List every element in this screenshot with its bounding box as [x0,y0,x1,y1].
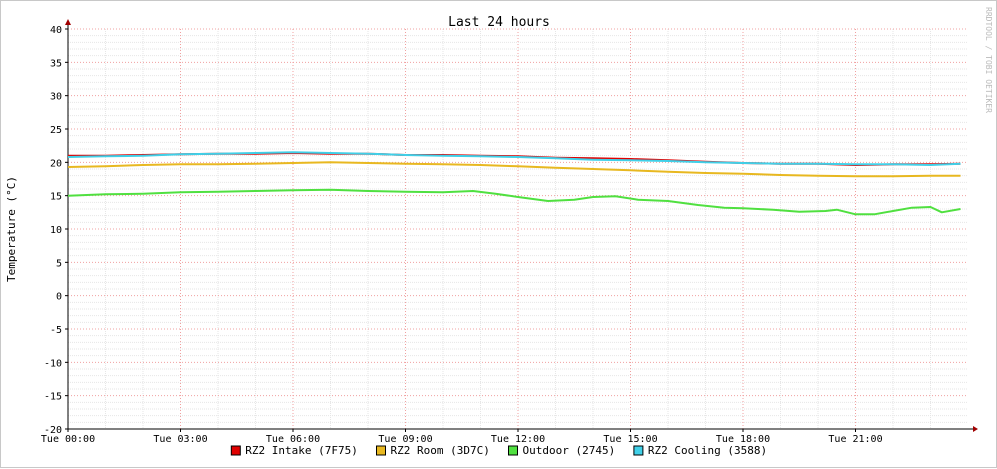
x-axis-arrow [973,426,978,432]
x-tick-label: Tue 03:00 [153,434,207,445]
legend-swatch [633,445,644,456]
legend-swatch [376,445,386,456]
y-tick-label: 30 [50,92,62,103]
y-tick-label: -5 [50,325,62,336]
y-tick-label: -20 [44,425,62,436]
y-tick-label: 35 [50,58,62,69]
series-line-2 [67,161,961,178]
legend-label: RZ2 Intake (7F75) [245,444,358,457]
y-tick-label: 40 [50,25,62,36]
legend-swatch [508,445,518,456]
watermark: RRDTOOL / TOBI OETIKER [984,7,993,113]
legend-swatch [230,445,241,456]
x-tick-label: Tue 15:00 [603,434,657,445]
x-tick-label: Tue 00:00 [41,434,95,445]
y-tick-label: 25 [50,125,62,136]
grid-layer [67,28,968,430]
y-tick-label: 5 [56,258,62,269]
legend-label: RZ2 Room (3D7C) [391,444,490,457]
y-tick-label: 20 [50,158,62,169]
x-tick-label: Tue 21:00 [828,434,882,445]
series-layer [67,151,961,216]
x-tick-label: Tue 18:00 [716,434,770,445]
legend: RZ2 Intake (7F75) RZ2 Room (3D7C) Outdoor … [230,444,767,457]
legend-label: RZ2 Cooling (3588) [648,444,767,457]
x-tick-label: Tue 12:00 [491,434,545,445]
axes-layer: -20 -15 -10 -5 0 5 10 15 20 25 30 35 40 Tue 00:00 Tue … [41,19,978,445]
y-axis-label: Temperature (°C) [5,176,18,282]
y-tick-label: 15 [50,192,62,203]
x-tick-label: Tue 09:00 [378,434,432,445]
y-tick-label: 10 [50,225,62,236]
y-tick-label: -15 [44,392,62,403]
series-line-3 [67,188,961,216]
x-tick-label: Tue 06:00 [266,434,320,445]
legend-label: Outdoor (2745) [523,444,616,457]
chart-title: Last 24 hours [448,15,550,30]
y-tick-label: -10 [44,358,62,369]
series-line-4 [67,151,961,166]
y-axis-arrow [65,19,71,25]
y-tick-label: 0 [56,292,62,303]
